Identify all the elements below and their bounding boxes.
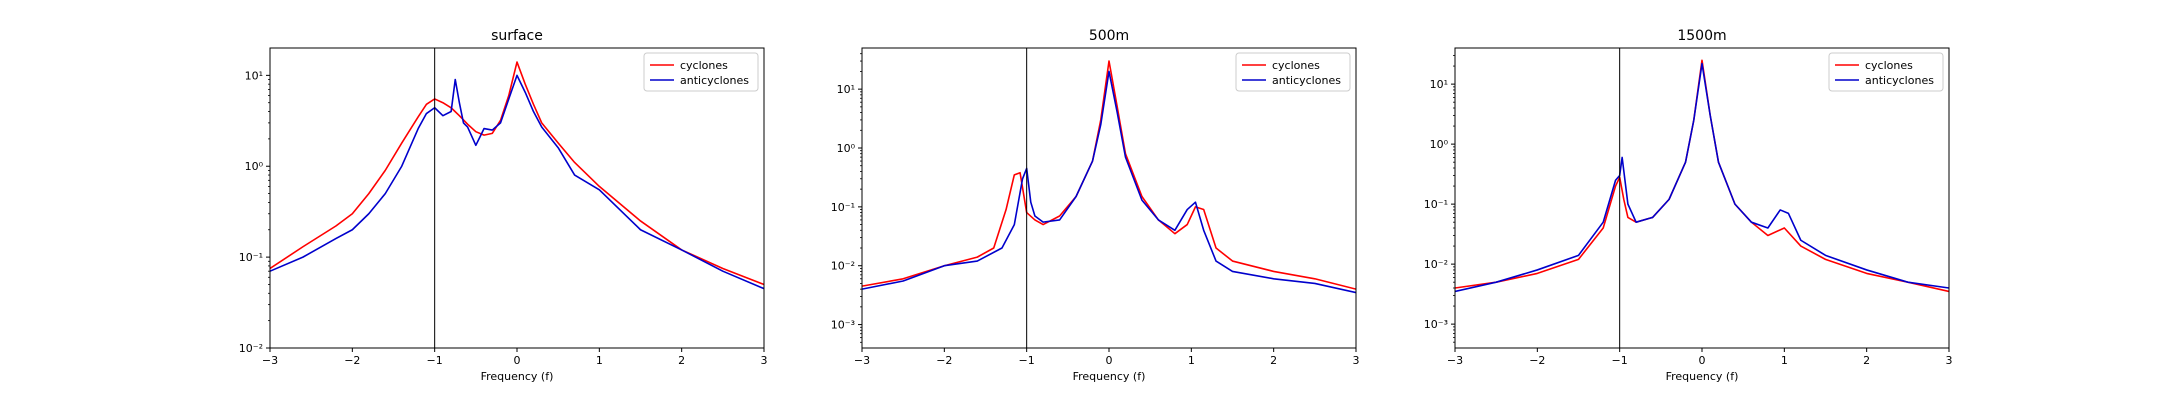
chart-title: surface [491,28,543,44]
y-tick-label: 10⁰ [837,142,856,155]
chart-panel-1: −3 −2 −1 0 1 2 3 10⁻² 10⁻¹ 10⁰ 10¹ surface Frequency… [239,28,768,383]
chart-title: 500m [1089,28,1129,44]
x-tick-label: −1 [1019,354,1035,367]
x-axis-label: Frequency (f) [1666,370,1739,383]
y-tick-label: 10⁻¹ [239,251,263,264]
y-tick-label: 10¹ [245,69,263,82]
x-tick-label: 2 [1863,354,1870,367]
y-tick-label: 10⁻² [239,342,263,355]
legend: cyclones anticyclones [643,52,759,92]
legend-label-anticyclones: anticyclones [1272,74,1341,87]
chart-panel-3: −3 −2 −1 0 1 2 3 10⁻³ 10⁻² 10⁻¹ 10⁰ 10¹ 1500m Frequen… [1424,28,1953,383]
x-tick-label: −2 [344,354,360,367]
chart-panel-2: −3 −2 −1 0 1 2 3 10⁻³ 10⁻² 10⁻¹ 10⁰ 10¹ 500m Frequenc… [831,28,1360,383]
y-tick-label: 10⁻² [831,260,855,273]
y-tick-label: 10⁰ [1430,138,1449,151]
x-tick-label: 3 [1946,354,1953,367]
y-tick-label: 10⁻² [1424,258,1448,271]
x-tick-label: 3 [761,354,768,367]
x-axis-label: Frequency (f) [1073,370,1146,383]
x-tick-label: 0 [1106,354,1113,367]
y-tick-label: 10⁻³ [1424,318,1448,331]
x-tick-label: −3 [1447,354,1463,367]
legend-box [643,52,759,92]
x-tick-label: 0 [514,354,521,367]
x-tick-label: −1 [1612,354,1628,367]
legend: cyclones anticyclones [1235,52,1351,92]
y-tick-label: 10⁻³ [831,319,855,332]
x-tick-label: 2 [678,354,685,367]
y-tick-label: 10⁻¹ [831,201,855,214]
x-tick-label: 3 [1353,354,1360,367]
y-tick-label: 10⁻¹ [1424,198,1448,211]
x-tick-label: −1 [427,354,443,367]
series-line-anticyclones [1455,62,1949,293]
legend-label-cyclones: cyclones [680,59,728,72]
x-tick-label: 1 [596,354,603,367]
x-tick-label: 0 [1699,354,1706,367]
y-tick-label: 10¹ [837,83,855,96]
legend-box [1828,52,1944,92]
legend-box [1235,52,1351,92]
series-line-cyclones [270,61,764,286]
x-tick-label: −2 [1529,354,1545,367]
x-tick-label: −3 [262,354,278,367]
x-tick-label: −3 [854,354,870,367]
legend-label-cyclones: cyclones [1865,59,1913,72]
series-line-anticyclones [862,70,1356,294]
x-tick-label: 1 [1781,354,1788,367]
y-tick-label: 10¹ [1430,78,1448,91]
x-axis-label: Frequency (f) [481,370,554,383]
legend-label-anticyclones: anticyclones [1865,74,1934,87]
chart-title: 1500m [1677,28,1726,44]
legend-label-cyclones: cyclones [1272,59,1320,72]
x-tick-label: 1 [1188,354,1195,367]
legend-label-anticyclones: anticyclones [680,74,749,87]
legend: cyclones anticyclones [1828,52,1944,92]
x-tick-label: 2 [1270,354,1277,367]
series-line-anticyclones [270,74,764,290]
y-tick-label: 10⁰ [245,160,264,173]
x-tick-label: −2 [936,354,952,367]
